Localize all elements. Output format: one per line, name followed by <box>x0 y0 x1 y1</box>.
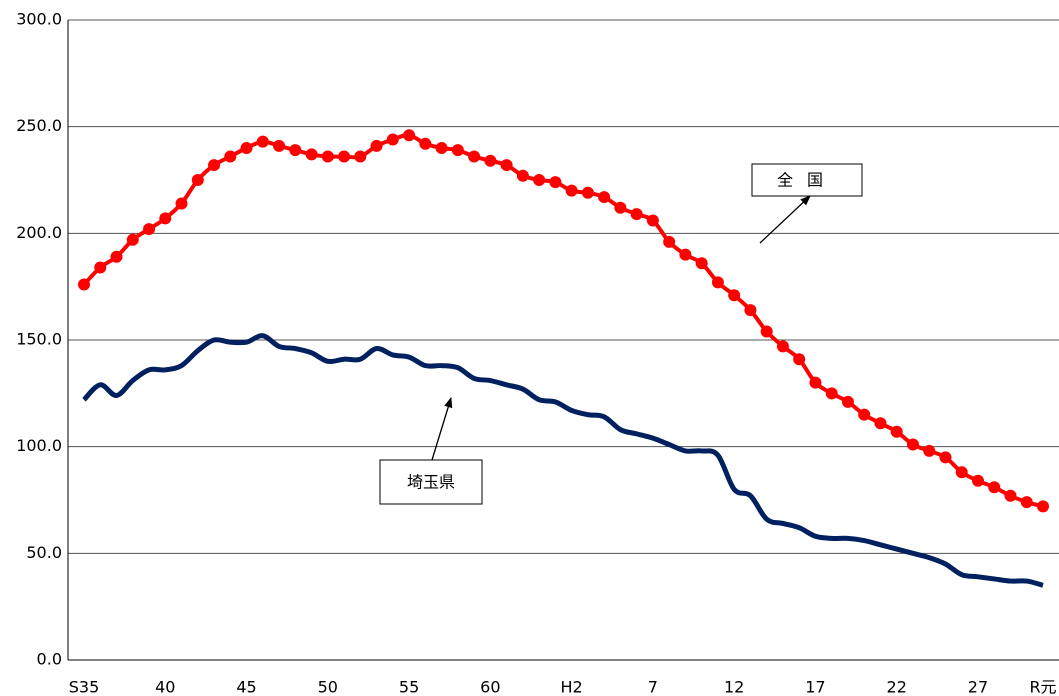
point <box>549 176 562 189</box>
x-tick-label: 50 <box>318 678 338 696</box>
point <box>110 250 123 263</box>
point <box>305 148 318 161</box>
y-tick-label: 0.0 <box>37 650 62 669</box>
y-tick-label: 100.0 <box>16 436 62 455</box>
point <box>776 340 789 353</box>
x-tick-label: 40 <box>155 678 175 696</box>
point <box>289 144 302 157</box>
point <box>988 481 1001 494</box>
point <box>679 248 692 261</box>
point <box>370 139 383 152</box>
x-tick-label: H2 <box>561 678 583 696</box>
point <box>825 387 838 400</box>
point <box>500 159 513 172</box>
point <box>321 150 334 163</box>
point <box>240 142 253 154</box>
point <box>923 444 936 457</box>
point <box>874 417 887 430</box>
point <box>126 233 139 246</box>
point <box>728 289 741 302</box>
x-tick-label: 17 <box>805 678 825 696</box>
point <box>435 142 448 154</box>
point <box>1004 489 1017 502</box>
point <box>760 325 773 338</box>
point <box>386 133 399 146</box>
point <box>711 276 724 289</box>
point <box>468 150 481 163</box>
point <box>78 278 90 291</box>
point <box>695 257 708 270</box>
point <box>256 135 269 148</box>
point <box>191 174 204 186</box>
point <box>809 376 822 389</box>
point <box>533 174 546 186</box>
point <box>663 235 676 248</box>
point <box>890 425 903 438</box>
point <box>1020 496 1033 509</box>
y-tick-label: 150.0 <box>16 330 62 349</box>
point <box>516 169 529 182</box>
x-tick-label: 27 <box>968 678 988 696</box>
point <box>581 186 594 199</box>
point <box>971 474 984 487</box>
point <box>565 184 578 197</box>
annotation-arrow <box>431 397 453 461</box>
series-label: 埼玉県 <box>407 473 455 492</box>
y-tick-label: 200.0 <box>16 223 62 242</box>
series-line <box>82 133 1044 509</box>
x-tick-label: R元 <box>1029 678 1056 696</box>
point <box>646 214 659 227</box>
point <box>484 154 497 167</box>
point <box>419 137 432 150</box>
series-line <box>82 333 1044 588</box>
x-tick-label: 55 <box>399 678 419 696</box>
point <box>224 150 237 163</box>
point <box>338 150 351 163</box>
point <box>841 395 854 408</box>
point <box>939 451 952 464</box>
point <box>744 304 757 317</box>
point <box>143 223 156 236</box>
label-box <box>751 163 863 197</box>
y-tick-label: 250.0 <box>16 116 62 135</box>
annotation-arrow <box>759 195 811 244</box>
point <box>451 144 464 157</box>
point <box>598 191 611 204</box>
x-tick-label: 12 <box>724 678 744 696</box>
x-tick-label: 45 <box>236 678 256 696</box>
x-tick-label: S35 <box>69 678 100 696</box>
point <box>858 408 871 421</box>
point <box>94 261 107 274</box>
y-tick-label: 50.0 <box>26 543 62 562</box>
label-box <box>379 459 483 505</box>
point <box>1037 500 1049 513</box>
point <box>175 197 188 210</box>
x-tick-label: 7 <box>648 678 658 696</box>
point <box>955 466 968 479</box>
x-tick-label: 60 <box>480 678 500 696</box>
point <box>403 129 416 142</box>
y-tick-label: 300.0 <box>16 10 62 29</box>
grid: 0.0 50.0 100.0 150.0 200.0 250.0 300.0 S35 40 45 5… <box>16 10 1059 696</box>
point <box>630 208 643 221</box>
point <box>906 438 919 451</box>
point <box>208 159 221 172</box>
x-tick-label: 22 <box>887 678 907 696</box>
point <box>793 353 806 366</box>
point <box>273 139 286 152</box>
point <box>159 212 172 225</box>
series-label: 全国 <box>777 171 837 190</box>
point <box>614 201 627 214</box>
point <box>354 150 367 163</box>
